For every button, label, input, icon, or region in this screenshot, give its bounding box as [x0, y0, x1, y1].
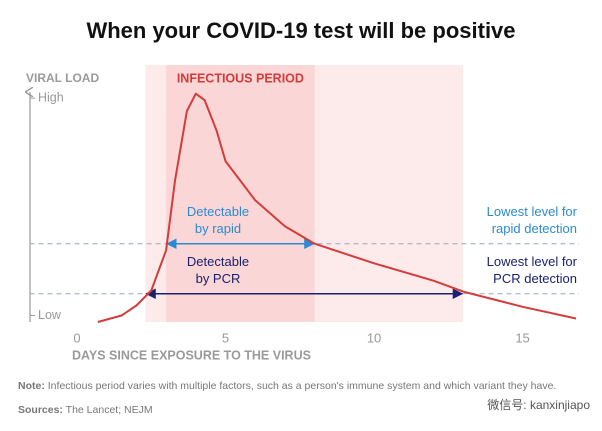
x-tick-label: 5	[222, 330, 229, 345]
x-tick-label: 10	[367, 330, 381, 345]
x-tick-label: 15	[515, 330, 529, 345]
chart-title: When your COVID-19 test will be positive	[86, 18, 515, 43]
y-tick-label: Low	[38, 308, 62, 322]
arrow-label: by rapid	[195, 221, 241, 236]
arrow-label: Detectable	[187, 254, 249, 269]
arrow-label: Detectable	[187, 204, 249, 219]
threshold-label: PCR detection	[493, 271, 577, 286]
threshold-label: Lowest level for	[487, 254, 578, 269]
threshold-label: rapid detection	[492, 221, 577, 236]
viral-load-curve	[97, 92, 577, 323]
threshold-label: Lowest level for	[487, 204, 578, 219]
y-tick-label: High	[38, 90, 64, 104]
band-label: INFECTIOUS PERIOD	[177, 71, 304, 85]
note-label: Note:	[18, 380, 45, 392]
arrow-label: by PCR	[196, 271, 241, 286]
watermark: 微信号: kanxinjiapo	[487, 398, 590, 412]
y-axis-label: VIRAL LOAD	[26, 71, 99, 85]
sources-label: Sources:	[18, 404, 63, 416]
band	[166, 65, 315, 322]
sources-text: The Lancet; NEJM	[66, 404, 153, 416]
sources: Sources: The Lancet; NEJM	[18, 404, 153, 416]
note-text: Infectious period varies with multiple f…	[48, 380, 557, 392]
x-axis-label: DAYS SINCE EXPOSURE TO THE VIRUS	[72, 348, 311, 362]
note: Note: Infectious period varies with mult…	[18, 380, 556, 392]
x-tick-label: 0	[73, 330, 80, 345]
